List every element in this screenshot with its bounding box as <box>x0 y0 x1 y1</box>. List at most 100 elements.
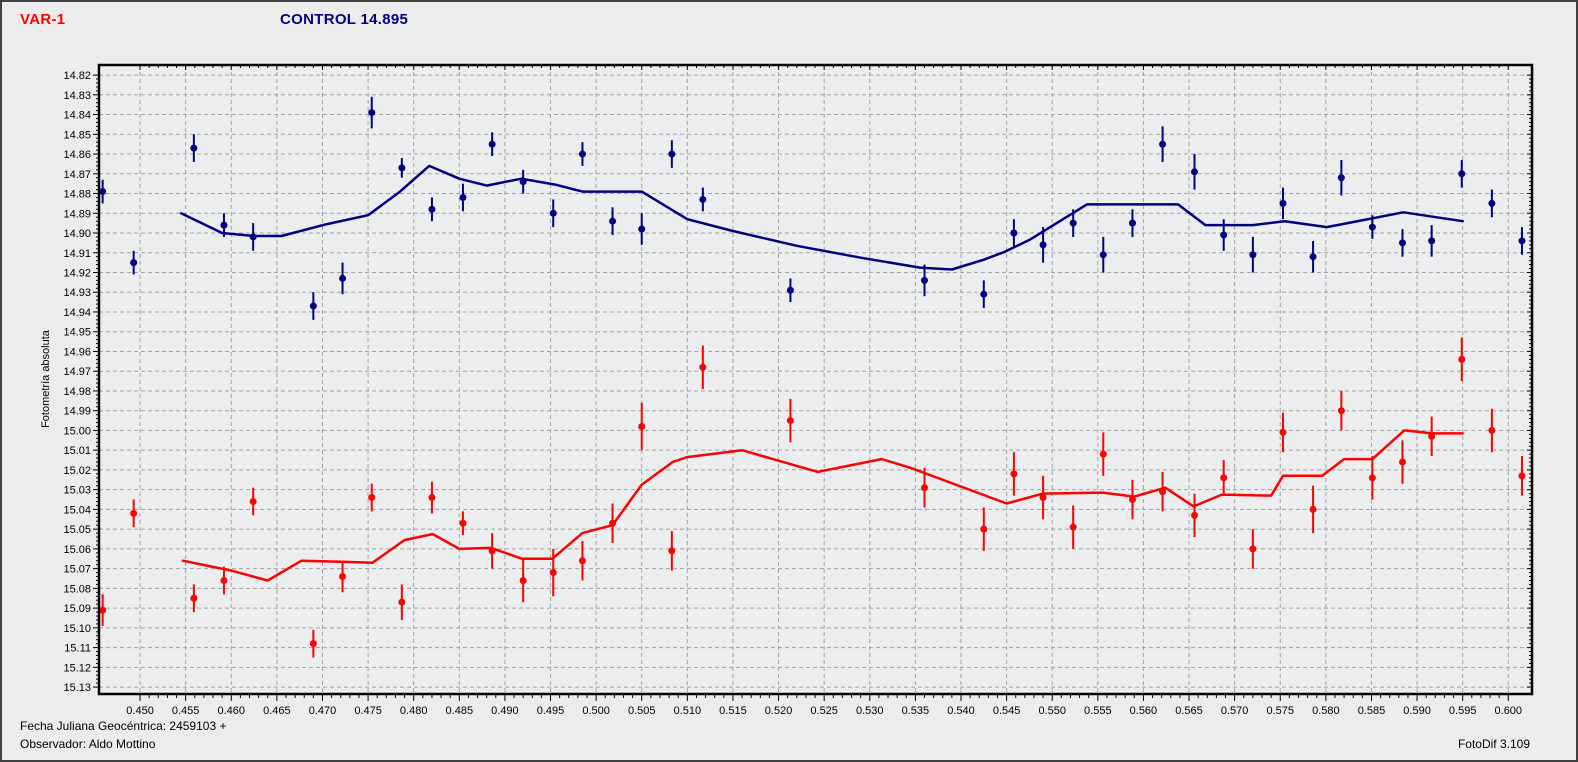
svg-text:15.09: 15.09 <box>63 603 91 615</box>
var-data-point <box>668 531 676 571</box>
variable-star-label: VAR-1 <box>20 11 66 28</box>
svg-text:14.85: 14.85 <box>63 129 91 141</box>
control-data-point <box>1069 209 1077 237</box>
plot-border <box>97 63 1534 696</box>
plot-area <box>99 65 1532 694</box>
svg-text:15.08: 15.08 <box>63 583 91 595</box>
var-data-point <box>459 511 467 536</box>
var-data-point <box>1398 440 1406 484</box>
svg-text:15.13: 15.13 <box>63 682 91 694</box>
var-data-point <box>368 483 376 512</box>
svg-text:0.560: 0.560 <box>1130 705 1158 717</box>
control-data-point <box>980 280 988 309</box>
var-data-point <box>249 487 257 516</box>
control-data-point <box>1128 209 1136 237</box>
var-data-point <box>638 402 646 451</box>
svg-text:0.520: 0.520 <box>765 705 793 717</box>
svg-text:14.99: 14.99 <box>63 406 91 418</box>
svg-text:0.535: 0.535 <box>902 705 930 717</box>
svg-text:0.540: 0.540 <box>947 705 975 717</box>
control-data-point <box>638 213 646 245</box>
svg-text:14.92: 14.92 <box>63 267 91 279</box>
svg-text:14.96: 14.96 <box>63 346 91 358</box>
var-data-point <box>428 481 436 514</box>
y-tick-labels: 14.82 14.83 14.84 14.85 14.86 14.87 14.88 14.89… <box>63 70 91 694</box>
var-data-point <box>309 629 317 658</box>
y-axis-title: Fotometría absoluta <box>40 330 52 428</box>
svg-text:14.84: 14.84 <box>63 110 91 122</box>
svg-text:14.82: 14.82 <box>63 70 91 82</box>
control-data-point <box>130 250 138 275</box>
control-data-point <box>1039 227 1047 263</box>
svg-text:0.515: 0.515 <box>719 705 747 717</box>
control-data-point <box>1368 215 1376 239</box>
control-data-point <box>1337 159 1345 196</box>
control-data-point <box>459 183 467 212</box>
control-data-point <box>190 134 198 162</box>
control-data-point <box>1099 236 1107 273</box>
control-data-point <box>1279 187 1287 220</box>
svg-text:15.10: 15.10 <box>63 623 91 635</box>
observer-label: Observador: Aldo Mottino <box>20 737 156 751</box>
svg-text:0.460: 0.460 <box>217 705 245 717</box>
svg-text:0.565: 0.565 <box>1175 705 1203 717</box>
svg-text:14.87: 14.87 <box>63 169 91 181</box>
svg-text:15.05: 15.05 <box>63 524 91 536</box>
control-data-point <box>609 207 617 235</box>
control-data-point <box>786 278 794 303</box>
julian-date-label: Fecha Juliana Geocéntrica: 2459103 + <box>20 719 227 733</box>
var-data-point <box>1010 452 1018 496</box>
var-data-point <box>609 503 617 543</box>
svg-text:0.480: 0.480 <box>400 705 428 717</box>
series-var <box>99 337 1526 658</box>
svg-text:0.575: 0.575 <box>1266 705 1294 717</box>
var-data-point <box>1428 416 1436 457</box>
var-data-point <box>786 398 794 443</box>
svg-text:0.580: 0.580 <box>1312 705 1340 717</box>
svg-text:14.88: 14.88 <box>63 189 91 201</box>
control-data-point <box>1428 225 1436 257</box>
control-data-point <box>249 223 257 251</box>
var-data-point <box>519 558 527 603</box>
var-data-point <box>980 507 988 551</box>
var-data-point <box>1159 471 1167 512</box>
svg-text:14.89: 14.89 <box>63 208 91 220</box>
var-data-point <box>1069 505 1077 549</box>
var-data-point <box>1099 432 1107 476</box>
control-data-point <box>1191 154 1199 190</box>
var-data-point <box>1039 475 1047 520</box>
svg-text:14.94: 14.94 <box>63 307 91 319</box>
svg-text:15.00: 15.00 <box>63 425 91 437</box>
control-data-point <box>99 179 107 204</box>
var-data-point <box>1279 412 1287 453</box>
control-data-point <box>309 292 317 320</box>
var-data-point <box>339 560 347 593</box>
series-control <box>99 96 1526 320</box>
control-data-point <box>549 199 557 228</box>
svg-text:0.600: 0.600 <box>1495 705 1523 717</box>
svg-text:0.555: 0.555 <box>1084 705 1112 717</box>
svg-text:15.12: 15.12 <box>63 662 91 674</box>
control-star-label: CONTROL 14.895 <box>280 11 409 28</box>
app-version-label: FotoDif 3.109 <box>1457 737 1530 751</box>
svg-text:0.490: 0.490 <box>491 705 519 717</box>
var-data-point <box>699 345 707 389</box>
control-data-point <box>1220 219 1228 251</box>
svg-text:15.01: 15.01 <box>63 445 91 457</box>
svg-text:0.505: 0.505 <box>628 705 656 717</box>
svg-text:14.83: 14.83 <box>63 90 91 102</box>
control-data-point <box>398 157 406 178</box>
svg-text:14.97: 14.97 <box>63 366 91 378</box>
control-data-point <box>1518 227 1526 255</box>
var-data-point <box>398 584 406 620</box>
svg-text:0.500: 0.500 <box>582 705 610 717</box>
control-data-point <box>1458 159 1466 188</box>
var-data-point <box>1337 390 1345 431</box>
svg-text:0.510: 0.510 <box>674 705 702 717</box>
svg-text:15.07: 15.07 <box>63 564 91 576</box>
control-data-point <box>1488 189 1496 218</box>
svg-text:0.470: 0.470 <box>309 705 337 717</box>
gridlines <box>99 65 1532 694</box>
svg-text:0.595: 0.595 <box>1449 705 1477 717</box>
